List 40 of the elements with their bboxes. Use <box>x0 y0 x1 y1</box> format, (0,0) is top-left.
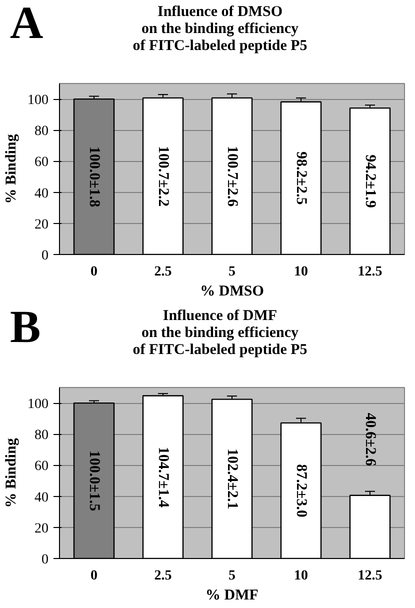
y-tick-label: 80 <box>34 428 48 444</box>
x-axis-title: % DMSO <box>200 284 264 300</box>
data-label: 98.2±2.5 <box>293 152 309 205</box>
x-tick-label: 0 <box>90 568 98 584</box>
y-tick-label: 100 <box>28 397 48 412</box>
x-tick-label: 0 <box>90 264 98 280</box>
y-tick-label: 40 <box>34 186 48 202</box>
x-tick-label: 2.5 <box>154 264 172 280</box>
y-tick-label: 0 <box>42 552 48 568</box>
y-tick-label: 80 <box>34 124 48 140</box>
x-tick-label: 12.5 <box>358 568 382 584</box>
data-label: 40.6±2.6 <box>362 412 378 467</box>
x-tick-label: 10 <box>294 264 308 280</box>
y-tick-label: 20 <box>34 521 48 536</box>
x-tick-label: 12.5 <box>358 264 382 280</box>
chart-title: Influence of DMSO on the binding efficiency of FITC-labeled peptide P5 <box>132 4 308 54</box>
data-label: 100.0±1.8 <box>86 146 102 208</box>
y-tick-label: 40 <box>34 490 48 506</box>
y-axis-title: % Binding <box>4 438 20 508</box>
data-label: 102.4±2.1 <box>224 448 240 510</box>
text: A <box>10 0 44 48</box>
data-label: 94.2±1.9 <box>362 154 378 208</box>
y-tick-label: 100 <box>28 93 48 108</box>
data-label: 100.7±2.2 <box>155 146 171 207</box>
x-axis-title: % DMF <box>206 588 258 604</box>
x-tick-label: 2.5 <box>154 568 172 584</box>
y-tick-label: 60 <box>34 155 48 170</box>
y-tick-label: 0 <box>42 248 48 264</box>
text: B <box>10 301 41 352</box>
x-tick-label: 5 <box>228 264 236 280</box>
y-tick-label: 20 <box>34 217 48 232</box>
data-label: 104.7±1.4 <box>155 446 171 508</box>
chart-title: Influence of DMF on the binding efficiency of FITC-labeled peptide P5 <box>132 308 308 359</box>
x-tick-label: 5 <box>228 568 236 584</box>
x-tick-label: 10 <box>294 568 308 584</box>
y-tick-label: 60 <box>34 459 48 474</box>
y-axis-title: % Binding <box>4 134 20 204</box>
data-label: 100.7±2.6 <box>224 146 240 208</box>
data-label: 87.2±3.0 <box>293 464 309 518</box>
data-label: 100.0±1.5 <box>86 450 102 512</box>
